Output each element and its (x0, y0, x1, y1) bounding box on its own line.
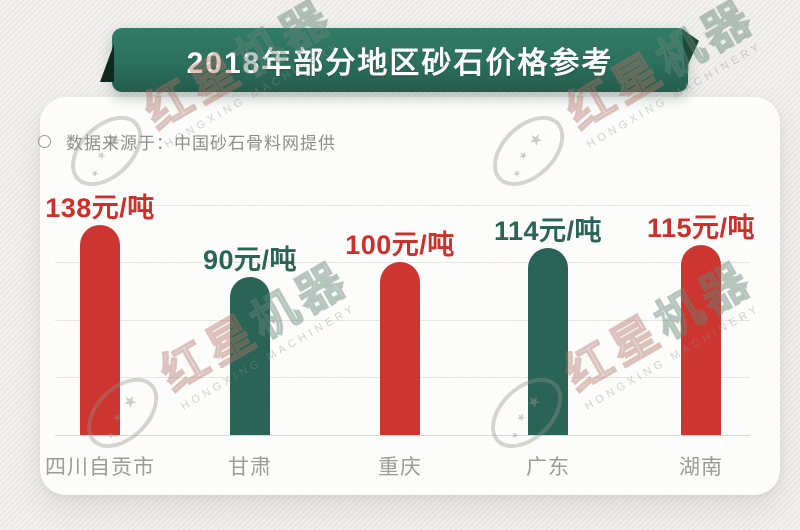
chart-title: 2018年部分地区砂石价格参考 (186, 47, 614, 80)
value-label-四川自贡市: 138元/吨 (45, 193, 155, 223)
category-label-广东: 广东 (526, 456, 570, 479)
category-label-重庆: 重庆 (378, 456, 422, 479)
gridline (55, 435, 750, 436)
bar-广东 (528, 248, 568, 435)
value-label-重庆: 100元/吨 (345, 230, 455, 260)
bar-甘肃 (230, 277, 270, 435)
bar-四川自贡市 (80, 225, 120, 435)
category-label-甘肃: 甘肃 (228, 456, 272, 479)
bar-湖南 (681, 245, 721, 435)
category-label-四川自贡市: 四川自贡市 (45, 456, 155, 479)
value-label-广东: 114元/吨 (493, 216, 603, 246)
circle-bullet-icon (38, 135, 51, 148)
source-text: 数据来源于：中国砂石骨料网提供 (66, 134, 336, 153)
bar-重庆 (380, 262, 420, 435)
gridline (55, 205, 750, 206)
value-label-甘肃: 90元/吨 (202, 245, 298, 275)
source-row: 数据来源于：中国砂石骨料网提供 (38, 129, 336, 154)
value-label-湖南: 115元/吨 (646, 213, 756, 243)
title-ribbon: 2018年部分地区砂石价格参考 (112, 28, 688, 92)
category-label-湖南: 湖南 (679, 456, 723, 479)
